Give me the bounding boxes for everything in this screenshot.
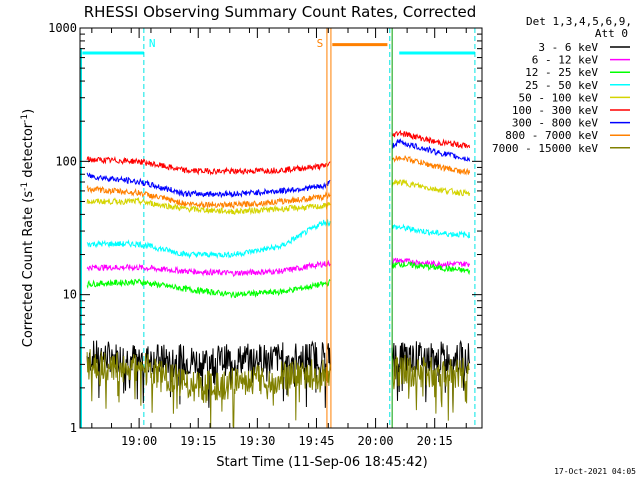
night-bars <box>82 43 475 55</box>
y-tick-label: 100 <box>55 154 77 168</box>
series-line-300to800keV <box>391 138 471 162</box>
legend-label: 3 - 6 keV <box>538 41 598 54</box>
legend-label: 300 - 800 keV <box>512 117 598 130</box>
legend-label: 25 - 50 keV <box>525 79 598 92</box>
legend-label: 800 - 7000 keV <box>505 129 598 142</box>
x-tick-label: 19:45 <box>298 434 334 448</box>
series-line-12to25keV <box>86 278 331 299</box>
legend-label: 7000 - 15000 keV <box>492 142 598 155</box>
series-line-800to7000keV <box>391 155 471 176</box>
chart-title: RHESSI Observing Summary Count Rates, Co… <box>84 3 477 21</box>
legend-label: 100 - 300 keV <box>512 104 598 117</box>
annotation-s: S <box>317 37 324 50</box>
y-ticks: 1 10 100 1000 <box>48 21 482 435</box>
legend-header-detectors: Det 1,3,4,5,6,9, <box>526 15 632 28</box>
series-lines <box>86 129 471 429</box>
series-line-50to100keV <box>86 196 331 216</box>
x-tick-label: 20:00 <box>358 434 394 448</box>
y-tick-label: 1 <box>70 421 77 435</box>
legend-label: 6 - 12 keV <box>532 54 599 67</box>
series-line-25to50keV <box>391 223 471 239</box>
legend-label: 12 - 25 keV <box>525 66 598 79</box>
x-axis-label: Start Time (11-Sep-06 18:45:42) <box>216 455 427 470</box>
series-line-3to6keV <box>391 339 471 412</box>
legend-label: 50 - 100 keV <box>519 91 599 104</box>
series-line-25to50keV <box>86 218 331 260</box>
series-line-6to12keV <box>86 259 331 278</box>
x-tick-label: 19:30 <box>239 434 275 448</box>
series-line-100to300keV <box>86 155 331 176</box>
series-line-100to300keV <box>391 129 471 150</box>
series-line-300to800keV <box>86 172 331 199</box>
annotation-n: N <box>149 37 156 50</box>
series-line-12to25keV <box>391 261 471 276</box>
x-ticks: 19:00 19:15 19:30 19:45 20:00 20:15 <box>91 28 467 448</box>
series-line-800to7000keV <box>86 184 331 210</box>
y-tick-label: 1000 <box>48 21 77 35</box>
y-axis-label: Corrected Count Rate (s-1 detector-1) <box>20 109 36 347</box>
plot-frame <box>79 27 483 429</box>
series-line-50to100keV <box>391 178 471 197</box>
legend-header-attenuator: Att 0 <box>595 27 628 40</box>
x-tick-label: 20:15 <box>417 434 453 448</box>
x-tick-label: 19:00 <box>121 434 157 448</box>
y-tick-label: 10 <box>63 288 77 302</box>
footer-timestamp: 17-Oct-2021 04:05 <box>554 467 636 476</box>
series-line-3to6keV <box>86 340 331 408</box>
series-line-7000to15000keV <box>391 354 470 421</box>
series-line-7000to15000keV <box>86 349 331 429</box>
x-tick-label: 19:15 <box>180 434 216 448</box>
